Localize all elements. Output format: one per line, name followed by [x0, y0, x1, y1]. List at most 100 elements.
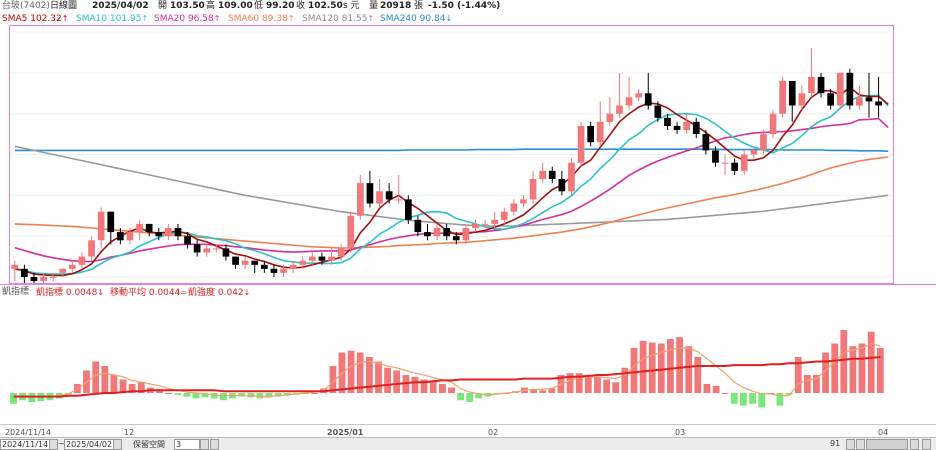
- indicator-bar: [776, 393, 784, 406]
- ma-label-sma5: SMA5 102.32↑: [2, 14, 69, 24]
- candle-body: [817, 76, 825, 94]
- end-date-field[interactable]: 2025/04/02: [64, 439, 114, 450]
- quote-date: 2025/04/02: [92, 1, 149, 11]
- indicator-chart-svg[interactable]: [9, 299, 894, 424]
- candle-body: [261, 264, 268, 269]
- indicator-bar: [393, 370, 401, 393]
- candle-body: [88, 240, 95, 257]
- indicator-bar: [466, 393, 474, 402]
- candle-body: [635, 93, 642, 98]
- candle-body: [232, 256, 239, 265]
- keep-space-spin-icon[interactable]: [210, 439, 219, 450]
- indicator-bar: [74, 384, 81, 393]
- indicator-bar: [165, 393, 172, 394]
- indicator-label-ma: 移動平均 0.0044=: [110, 288, 188, 298]
- price-chart-svg[interactable]: [10, 26, 893, 283]
- quote-header: 台玻(7402) 日線圖 2025/04/02 開 103.50 高 109.0…: [2, 1, 501, 11]
- zoom-in-icon[interactable]: [922, 439, 931, 450]
- candle-body: [69, 264, 76, 269]
- indicator-bar: [429, 382, 437, 393]
- indicator-bar: [384, 367, 391, 393]
- start-date-dropdown-icon[interactable]: [49, 439, 58, 450]
- x-axis: 2024/11/14 12 2025/01 02 03 04: [0, 424, 936, 439]
- candle-body: [587, 125, 594, 143]
- candle-body: [558, 179, 566, 192]
- candle-body: [683, 121, 690, 130]
- indicator-bar: [676, 337, 683, 393]
- candle-body: [376, 191, 383, 204]
- candle-body: [596, 121, 604, 143]
- indicator-bar: [238, 393, 245, 397]
- candle-body: [779, 81, 786, 114]
- candle-body: [78, 256, 86, 265]
- ma-label-sma10: SMA10 101.95↑: [76, 14, 149, 24]
- price-chart[interactable]: [9, 25, 894, 284]
- horizontal-scrollbar[interactable]: [866, 439, 908, 450]
- candle-body: [107, 211, 115, 233]
- candle-body: [21, 268, 28, 277]
- indicator-bar: [657, 343, 665, 393]
- candle-body: [539, 170, 546, 179]
- end-date-dropdown-icon[interactable]: [113, 439, 122, 450]
- candle-body: [798, 93, 806, 106]
- indicator-bar: [849, 346, 857, 393]
- candle-body: [126, 232, 134, 241]
- candle-body: [740, 154, 748, 171]
- candle-body: [424, 232, 431, 237]
- candle-body: [49, 277, 57, 278]
- high-value: 109.00: [218, 1, 253, 11]
- indicator-name: 凱指標: [2, 287, 30, 297]
- candle-body: [222, 248, 230, 257]
- candle-body: [357, 183, 364, 216]
- indicator-bar: [347, 350, 355, 393]
- indicator-bar: [183, 393, 191, 397]
- indicator-bar: [256, 393, 264, 399]
- candle-body: [203, 248, 211, 253]
- candle-body: [385, 191, 393, 200]
- keep-space-label: 保留空間: [133, 440, 165, 449]
- candle-body: [184, 236, 191, 245]
- candle-body: [251, 260, 259, 265]
- keep-space-spin-icon[interactable]: [200, 439, 209, 450]
- indicator-bar: [785, 393, 793, 395]
- candle-body: [692, 121, 700, 134]
- start-date-field[interactable]: 2024/11/14: [0, 439, 50, 450]
- indicator-bar: [858, 343, 866, 393]
- indicator-bar: [749, 393, 756, 404]
- indicator-bar: [137, 382, 145, 393]
- zoom-out-icon[interactable]: [910, 439, 919, 450]
- candle-body: [328, 256, 335, 261]
- candle-body: [414, 219, 422, 233]
- candle-body: [280, 268, 287, 273]
- scroll-left-icon[interactable]: [846, 439, 855, 450]
- bottom-toolbar: 2024/11/14 ~ 2025/04/02 保留空間 3 91: [0, 437, 936, 450]
- indicator-bar: [803, 375, 811, 393]
- indicator-chart[interactable]: [9, 299, 894, 424]
- stock-name: 台玻(7402): [2, 1, 50, 11]
- ma-line-sma120: [14, 145, 889, 227]
- candle-body: [577, 125, 585, 163]
- candle-body: [856, 97, 863, 106]
- ma-label-sma240: SMA240 90.84↓: [380, 14, 453, 24]
- indicator-bar: [876, 348, 884, 393]
- candle-body: [452, 236, 460, 241]
- candle-body: [702, 134, 710, 151]
- indicator-bar: [201, 393, 209, 398]
- candle-body: [491, 219, 498, 224]
- indicator-bar: [192, 393, 200, 399]
- candle-body: [500, 211, 508, 220]
- candle-body: [760, 134, 767, 151]
- candle-body: [30, 277, 38, 282]
- indicator-bar: [110, 375, 118, 393]
- indicator-ma-line: [13, 356, 881, 398]
- indicator-bar: [10, 393, 17, 404]
- indicator-bar: [840, 330, 848, 393]
- pane-divider[interactable]: [0, 284, 936, 285]
- keep-space-input[interactable]: 3: [174, 439, 200, 450]
- indicator-label-value: 凱指標 0.0048↓: [36, 288, 105, 298]
- candle-body: [366, 183, 374, 204]
- x-tick-label: 12: [124, 428, 135, 437]
- candle-body: [241, 260, 249, 265]
- indicator-bar: [375, 361, 382, 393]
- scroll-right-icon[interactable]: [856, 439, 865, 450]
